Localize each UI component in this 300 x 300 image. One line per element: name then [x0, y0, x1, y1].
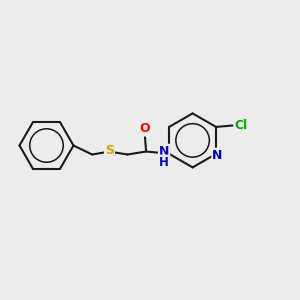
Text: S: S	[105, 144, 114, 158]
Text: H: H	[159, 155, 169, 169]
Text: N: N	[159, 145, 169, 158]
Text: O: O	[139, 122, 150, 136]
Text: Cl: Cl	[234, 119, 248, 132]
Text: N: N	[212, 148, 223, 162]
